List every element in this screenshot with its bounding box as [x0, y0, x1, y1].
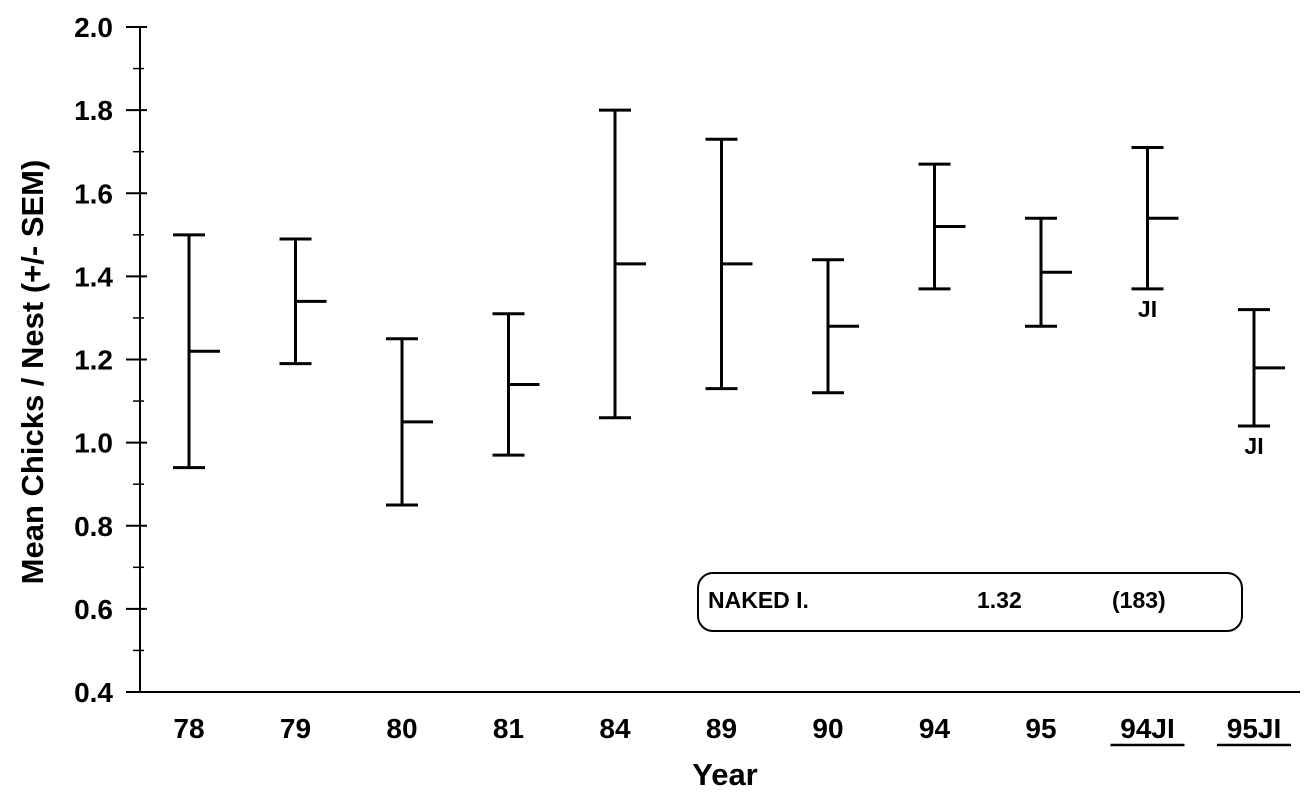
y-tick-label: 1.8 [74, 95, 113, 126]
x-tick-label: 78 [173, 713, 204, 744]
legend-site: NAKED I. [708, 587, 809, 613]
y-tick-label: 2.0 [74, 12, 113, 43]
error-bar [386, 337, 433, 507]
y-axis: 0.4 0.6 0.8 1.0 1.2 1.4 1.6 1.8 2.0 [74, 12, 147, 708]
y-axis-title: Mean Chicks / Nest (+/- SEM) [15, 160, 50, 585]
y-tick-label: 0.6 [74, 594, 113, 625]
y-tick-label: 1.0 [74, 428, 113, 459]
bar-annotation: JI [1244, 433, 1263, 459]
x-tick-label: 89 [706, 713, 737, 744]
error-bar [1025, 216, 1072, 328]
error-bar [918, 162, 966, 291]
x-tick-label: 94 [919, 713, 951, 744]
x-tick-label: 95JI [1227, 713, 1282, 744]
error-bar [1238, 308, 1285, 428]
legend-box: NAKED I. 1.32 (183) [697, 572, 1243, 632]
y-tick-label: 1.6 [74, 178, 113, 209]
error-bars [173, 108, 1285, 507]
y-tick-label: 1.2 [74, 345, 113, 376]
x-tick-label: 90 [812, 713, 843, 744]
legend-count: (183) [1112, 587, 1166, 613]
error-bar [173, 233, 220, 470]
bar-annotations: JI JI [1138, 296, 1264, 459]
x-tick-label: 94JI [1120, 713, 1175, 744]
error-bar [1131, 146, 1179, 291]
x-tick-label: 95 [1025, 713, 1056, 744]
x-tick-label: 84 [599, 713, 631, 744]
error-bar [492, 312, 540, 457]
x-tick-label: 79 [280, 713, 311, 744]
legend-value: 1.32 [977, 587, 1022, 613]
y-tick-label: 0.8 [74, 511, 113, 542]
x-axis-title: Year [692, 757, 758, 792]
y-tick-label: 1.4 [74, 261, 113, 292]
error-bar [705, 137, 753, 391]
x-tick-label: 81 [493, 713, 524, 744]
legend-frame [697, 572, 1243, 632]
error-bar [279, 237, 327, 366]
error-bar [812, 258, 859, 395]
y-tick-label: 0.4 [74, 677, 113, 708]
bar-annotation: JI [1138, 296, 1157, 322]
error-bar [599, 108, 646, 420]
x-tick-label: 80 [386, 713, 417, 744]
x-axis: 78 79 80 81 84 89 90 94 95 94JI 95JI [140, 691, 1300, 747]
